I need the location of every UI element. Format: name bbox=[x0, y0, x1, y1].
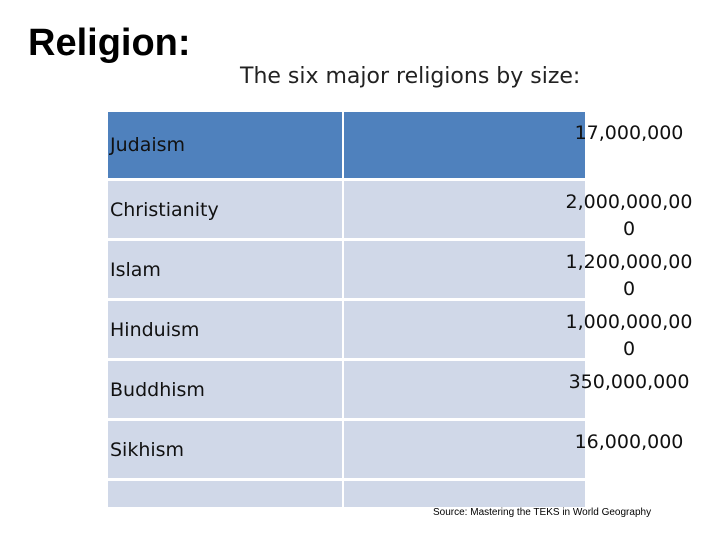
follower-count: 1,000,000,000 bbox=[565, 311, 693, 360]
table-cell bbox=[108, 241, 344, 298]
table-cell bbox=[108, 361, 344, 418]
follower-count: 16,000,000 bbox=[574, 431, 684, 453]
table-row: Judaism 17,000,000 bbox=[108, 112, 683, 181]
religion-name: Buddhism bbox=[110, 378, 205, 401]
table-cell bbox=[108, 301, 344, 358]
table-row: Buddhism 350,000,000 bbox=[108, 361, 689, 421]
table-row: Christianity 2,000,000,000 bbox=[108, 181, 692, 241]
religion-name: Sikhism bbox=[110, 438, 185, 461]
follower-count: 350,000,000 bbox=[568, 371, 690, 393]
religion-name: Christianity bbox=[110, 198, 219, 221]
table-row: Hinduism 1,000,000,000 bbox=[108, 301, 692, 361]
table-row: Islam 1,200,000,000 bbox=[108, 241, 692, 301]
slide-title: Religion: bbox=[28, 22, 191, 64]
follower-count: 1,200,000,000 bbox=[565, 251, 693, 300]
follower-count: 2,000,000,000 bbox=[565, 191, 693, 240]
table-row: Sikhism 16,000,000 bbox=[108, 421, 683, 481]
religion-name: Hinduism bbox=[110, 318, 200, 341]
follower-count: 17,000,000 bbox=[574, 122, 684, 144]
table-cell bbox=[108, 112, 344, 178]
religion-name: Islam bbox=[110, 258, 161, 281]
table: Judaism 17,000,000 Christianity 2,000,000,0… bbox=[108, 112, 692, 510]
religion-name: Judaism bbox=[110, 134, 186, 156]
table-cell bbox=[108, 181, 344, 238]
table-row bbox=[108, 481, 585, 510]
source-note: Source: Mastering the TEKS in World Geog… bbox=[433, 507, 652, 518]
table-cell bbox=[108, 421, 344, 478]
table-cell bbox=[108, 481, 344, 507]
slide-subtitle: The six major religions by size: bbox=[240, 64, 581, 89]
